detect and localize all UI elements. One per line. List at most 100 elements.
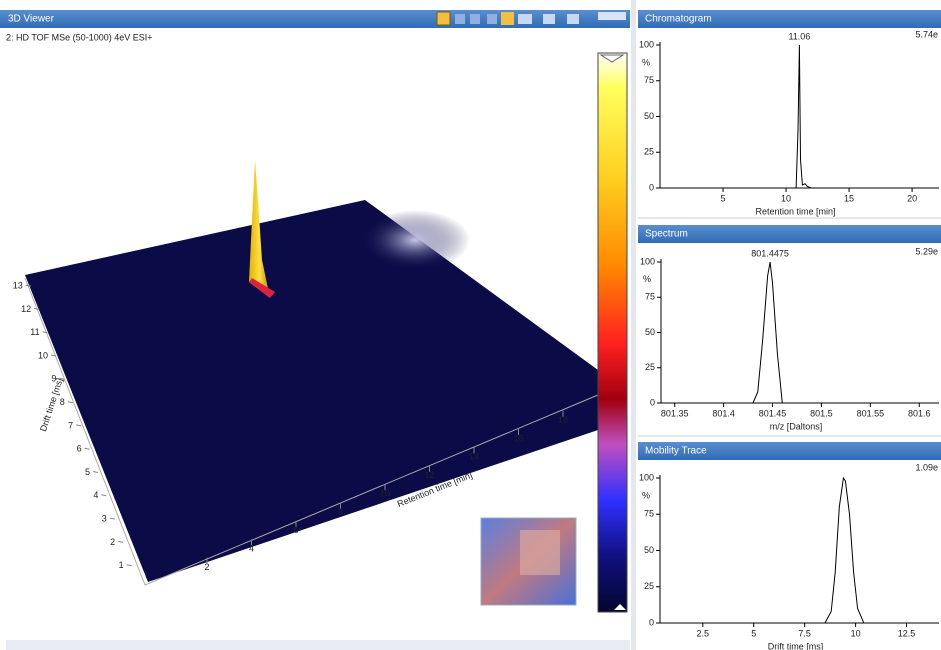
drift-tick: [109, 517, 115, 520]
x-tick-label: 801.4: [712, 408, 735, 418]
drift-axis: [24, 277, 146, 586]
drift-tick-label: 9: [51, 374, 56, 384]
y-tick-label: 100: [639, 39, 654, 49]
drift-tick: [25, 284, 31, 287]
retention-axis: [144, 394, 599, 586]
retention-tick-label: 10: [380, 488, 390, 498]
panel-title: Spectrum: [645, 229, 688, 240]
surface-3d: [24, 160, 599, 586]
peak-label: 801.4475: [751, 248, 789, 258]
x-axis-label: Retention time [min]: [755, 206, 835, 216]
trace-line: [661, 261, 931, 404]
panel-header: [0, 10, 630, 28]
drift-tick: [42, 331, 48, 334]
retention-tick-label: 2: [204, 562, 209, 572]
splitter[interactable]: [631, 0, 636, 650]
drift-tick-label: 13: [13, 280, 23, 290]
peak-label: 11.06: [788, 31, 810, 41]
x-tick-label: 10: [781, 193, 791, 203]
x-tick-label: 5: [751, 628, 756, 638]
drift-tick: [50, 354, 57, 357]
panel-header: [638, 225, 941, 243]
y-tick-label: 50: [644, 111, 654, 121]
peak-base: [249, 278, 275, 298]
drift-tick-label: 8: [60, 397, 65, 407]
drift-tick: [84, 447, 90, 450]
status-strip: [6, 640, 630, 650]
viewer-subtitle: 2: HD TOF MSe (50-1000) 4eV ESI+: [6, 32, 152, 42]
retention-tick-label: 6: [293, 525, 298, 535]
retention-tick-label: 18: [558, 415, 568, 425]
surface-plane: [25, 200, 598, 582]
drift-tick-label: 2: [110, 537, 115, 547]
x-axis-label: Drift time [ms]: [768, 641, 824, 650]
y-unit: %: [642, 491, 650, 501]
panel-header: [638, 442, 941, 460]
drift-tick-label: 12: [21, 304, 31, 314]
color-bar: [597, 52, 628, 613]
y-tick-label: 100: [640, 256, 655, 266]
toolbar: [436, 11, 626, 26]
drift-tick: [76, 424, 82, 427]
x-tick-label: 801.6: [908, 408, 931, 418]
drift-tick-label: 3: [102, 513, 107, 523]
y-tick-label: 0: [650, 397, 655, 407]
y-tick-label: 75: [645, 292, 655, 302]
drift-tick-label: 4: [93, 490, 98, 500]
drift-tick: [59, 377, 65, 380]
y-unit: %: [642, 57, 650, 67]
intensity-label: 1.09e: [915, 462, 938, 472]
y-unit: %: [643, 274, 651, 284]
drift-tick-label: 7: [68, 420, 73, 430]
retention-tick-label: 12: [424, 470, 434, 480]
drift-tick: [118, 540, 124, 543]
retention-tick-label: 4: [249, 544, 254, 554]
drift-tick-label: 5: [85, 467, 90, 477]
retention-tick-label: 8: [338, 507, 343, 517]
y-tick-label: 25: [644, 147, 654, 157]
drift-tick: [126, 564, 132, 567]
drift-tick: [34, 307, 40, 310]
drift-tick-label: 10: [38, 350, 48, 360]
intensity-label: 5.29e: [915, 246, 938, 256]
panel-title: Mobility Trace: [645, 446, 707, 457]
surface-glow: [360, 210, 470, 270]
y-tick-label: 0: [649, 617, 654, 627]
panel-title: Chromatogram: [645, 14, 712, 25]
x-axis-label: m/z [Daltons]: [770, 421, 823, 431]
x-tick-label: 20: [907, 193, 917, 203]
intensity-label: 5.74e: [915, 29, 938, 39]
x-tick-label: 801.5: [810, 408, 833, 418]
color-bar-handle[interactable]: [599, 54, 625, 63]
y-tick-label: 75: [644, 509, 654, 519]
y-tick-label: 100: [639, 472, 654, 482]
x-tick-label: 2.5: [697, 628, 710, 638]
x-tick-label: 5: [721, 193, 726, 203]
x-tick-label: 15: [844, 193, 854, 203]
x-tick-label: 12.5: [898, 628, 916, 638]
y-tick-label: 0: [649, 182, 654, 192]
x-tick-label: 801.55: [857, 408, 885, 418]
peak-spike: [249, 160, 270, 298]
inset-highlight: [520, 530, 560, 575]
drift-tick-label: 11: [30, 327, 39, 337]
trace-line: [660, 44, 931, 189]
x-tick-label: 801.35: [661, 408, 689, 418]
y-tick-label: 50: [644, 545, 654, 555]
x-tick-label: 801.45: [759, 408, 787, 418]
trace-line: [660, 476, 931, 624]
retention-tick-label: 14: [469, 452, 479, 462]
panel-title: 3D Viewer: [8, 14, 55, 25]
x-tick-label: 10: [851, 628, 861, 638]
drift-tick-label: 1: [119, 560, 124, 570]
x-tick-label: 7.5: [798, 628, 811, 638]
drift-tick: [67, 401, 73, 404]
y-tick-label: 25: [645, 362, 655, 372]
panel-header: [638, 10, 941, 28]
y-tick-label: 75: [644, 75, 654, 85]
drift-tick-label: 6: [77, 444, 82, 454]
color-bar-handle[interactable]: [614, 604, 626, 610]
drift-tick: [101, 494, 107, 497]
drift-tick: [92, 471, 99, 473]
